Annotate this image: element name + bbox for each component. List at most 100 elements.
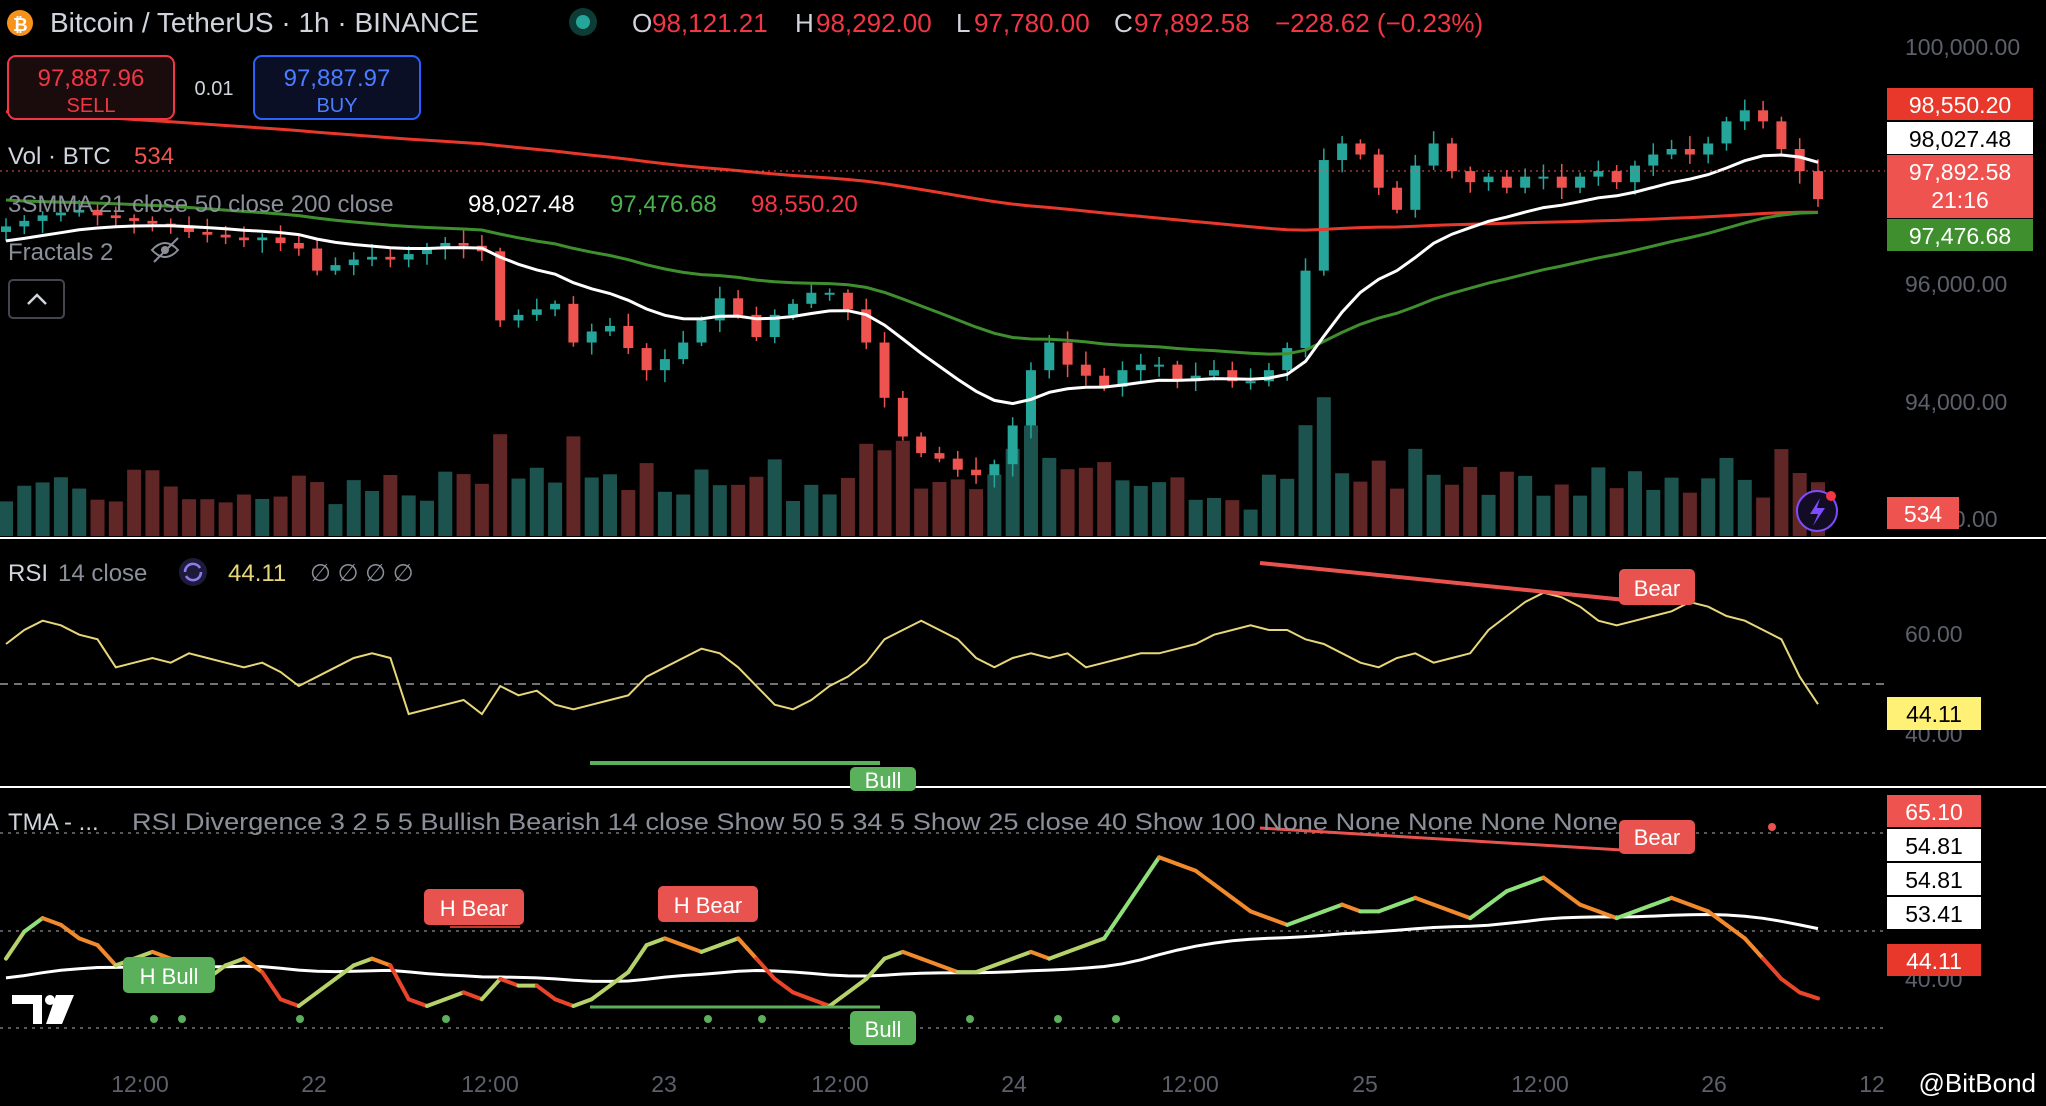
volume-bar [1499,471,1514,536]
volume-bar [1444,484,1459,536]
candle-body [1575,176,1586,188]
candle-body [1538,176,1549,179]
candle-body [861,309,872,343]
volume-bar [53,477,68,536]
candle-body [897,397,908,437]
candle-body [806,292,817,304]
tma-segment [644,936,667,948]
volume-bar [767,459,782,536]
volume-bar [273,496,288,536]
tma-tag-text: 54.81 [1905,833,1963,859]
rsi-legend-label: RSI [8,560,48,587]
rsi-tick: 60.00 [1905,621,1963,647]
volume-bar [383,474,398,536]
tma-segment [992,956,1015,968]
price-tag-smma21-text: 98,027.48 [1909,126,2011,152]
candle-body [1392,187,1403,210]
volume-bar [218,502,233,536]
volume-bar [639,463,654,536]
volume-legend[interactable]: Vol · BTC 534 [8,143,174,170]
volume-bar [529,467,544,536]
tma-tag-5: 44.11 [1887,944,1981,976]
smma-legend[interactable]: 3SMMA 21 close 50 close 200 close 98,027… [8,191,858,218]
volume-bar [17,485,32,536]
tma-segment [1303,909,1326,921]
volume-bar [90,499,105,536]
rsi-legend[interactable]: RSI 14 close 44.11 ∅ ∅ ∅ ∅ [8,558,414,587]
volume-bar [291,475,306,536]
tma-segment [1486,889,1509,907]
tma-segment [1413,895,1436,907]
tma-segment [681,943,704,954]
volume-bar [1023,425,1038,536]
volume-bar [419,500,434,536]
volume-legend-label: Vol · BTC [8,143,111,170]
volume-bar [584,477,599,536]
tma-segment [498,976,521,988]
collapse-legend-button[interactable] [8,279,65,319]
candle-body [495,251,506,321]
volume-tag: 534 [1887,497,1959,529]
tma-segment [1065,943,1088,954]
candle-body [1666,149,1677,155]
tma-segment [1669,895,1692,907]
tma-segment [1047,949,1070,961]
candle-body [678,342,689,360]
tma-bull-text: Bull [865,1017,902,1042]
symbol-header[interactable]: ₿ Bitcoin / TetherUS · 1h · BINANCE [7,7,597,38]
alert-button[interactable] [1796,490,1838,532]
volume-bar [621,490,636,536]
tma-segment [1651,895,1674,907]
rsi-line [5,591,1819,716]
volume-bar [1536,495,1551,536]
sell-button[interactable]: 97,887.96 SELL [7,55,175,120]
last-price-text: 97,892.58 [1909,159,2011,185]
tma-segment [608,970,631,988]
candle-body [458,243,469,246]
tma-segment [424,997,448,1008]
volume-bar [0,501,13,536]
tradingview-logo[interactable] [12,995,74,1024]
tma-segment [882,949,905,961]
tma-segment [626,943,649,975]
buy-button[interactable]: 97,887.97 BUY [253,55,421,120]
tma-segment [1559,889,1583,907]
candle-body [1263,370,1274,382]
tma-segment [754,956,777,981]
candle-body [1282,348,1293,371]
time-label: 12:00 [1511,1071,1569,1097]
candle-body [1684,149,1695,155]
fractals-legend[interactable]: Fractals 2 [8,237,180,266]
candle-body [989,464,1000,476]
tma-segment [1614,909,1637,921]
order-quantity[interactable]: 0.01 [195,78,234,100]
volume-bar [1627,471,1642,536]
eye-hidden-icon[interactable] [150,237,180,263]
ohlc-low-value: 97,780.00 [974,8,1090,38]
candle-body [1446,143,1457,172]
tma-segment [1138,855,1162,887]
ohlc-change-value: −228.62 (−0.23%) [1275,8,1483,38]
candle-body [1813,171,1823,200]
ohlc-open-value: 98,121.21 [652,8,768,38]
volume-bar [1188,499,1203,536]
volume-bar [1060,469,1075,536]
tma-segment [1523,875,1546,887]
rsi-bull-label: Bull [850,767,916,793]
rsi-bear-divergence-line [1259,561,1656,605]
tma-segment [1083,936,1107,948]
volume-bar [511,478,526,536]
candle-body [1337,143,1348,161]
time-axis[interactable]: 12:00 22 12:00 23 12:00 24 12:00 25 12:0… [111,1071,1885,1097]
volume-bar [127,469,142,536]
candle-body [37,215,48,221]
tma-segment [406,997,429,1008]
tma-legend[interactable]: TMA - ... RSI Divergence 3 2 5 5 Bullish… [8,809,1618,836]
candle-body [1648,154,1659,166]
sync-icon[interactable] [179,558,207,586]
symbol-title[interactable]: Bitcoin / TetherUS · 1h · BINANCE [50,7,479,38]
volume-bar [859,443,874,536]
volume-bar [236,494,251,536]
candle-body [220,234,231,238]
